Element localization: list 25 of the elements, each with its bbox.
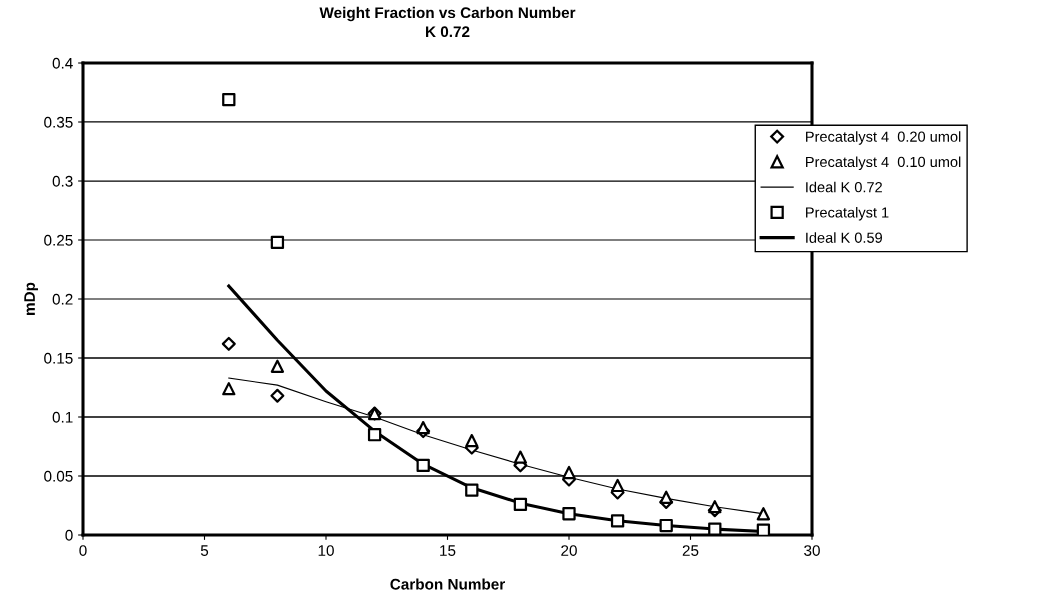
x-tick-label: 25 xyxy=(682,545,699,556)
y-tick-label: 0.4 xyxy=(52,57,73,69)
x-axis-title: Carbon Number xyxy=(390,578,505,590)
chart-subtitle: K 0.72 xyxy=(426,26,470,38)
chart-title: Weight Fraction vs Carbon Number xyxy=(319,6,576,22)
x-tick-label: 30 xyxy=(804,545,820,556)
y-tick-label: 0.2 xyxy=(52,293,73,305)
y-tick-label: 0.15 xyxy=(44,352,73,364)
y-axis-title: mDp xyxy=(24,282,38,315)
y-tick-label: 0.1 xyxy=(52,411,73,423)
x-tick-label: 0 xyxy=(79,545,87,556)
legend-label: Precatalyst 4 0.20 umol xyxy=(806,131,961,145)
legend-label: Precatalyst 1 xyxy=(806,206,889,221)
y-tick-label: 0.35 xyxy=(44,116,73,128)
y-tick-label: 0.05 xyxy=(44,470,73,482)
y-tick-label: 0.3 xyxy=(52,175,73,187)
legend-label: Ideal K 0.72 xyxy=(806,181,882,193)
x-tick-label: 15 xyxy=(440,545,456,556)
x-tick-label: 5 xyxy=(200,545,209,556)
y-tick-label: 0 xyxy=(65,529,73,541)
x-tick-label: 20 xyxy=(561,545,577,556)
y-tick-label: 0.25 xyxy=(44,234,73,246)
legend-label: Precatalyst 4 0.10 umol xyxy=(806,156,961,170)
legend-label: Ideal K 0.59 xyxy=(806,232,882,243)
x-tick-label: 10 xyxy=(318,545,334,556)
